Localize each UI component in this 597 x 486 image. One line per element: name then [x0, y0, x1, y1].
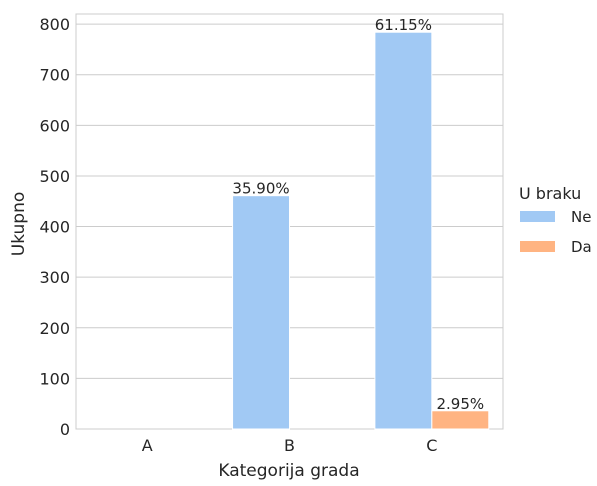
y-tick-label-0: 0	[60, 420, 70, 439]
data-label-ne-C: 61.15%	[375, 16, 432, 34]
bar-ne-B	[232, 195, 290, 430]
y-tick-label-300: 300	[39, 268, 70, 287]
bar-da-C	[431, 410, 490, 430]
legend-title: U braku	[519, 184, 581, 203]
y-tick-label-500: 500	[39, 167, 70, 186]
bar-ne-C	[374, 31, 433, 430]
legend-label-da: Da	[571, 238, 592, 256]
x-axis-label: Kategorija grada	[218, 461, 359, 481]
y-tick-label-700: 700	[39, 66, 70, 85]
y-tick-label-100: 100	[39, 369, 70, 388]
data-label-ne-B: 35.90%	[232, 180, 289, 198]
x-tick-label-B: B	[284, 436, 295, 455]
data-label-da-C: 2.95%	[436, 395, 484, 413]
y-axis-ticks: 0 100 200 300 400 500 600 700 800	[39, 15, 70, 439]
legend-swatch-ne	[520, 211, 555, 222]
y-tick-label-400: 400	[39, 218, 70, 237]
y-tick-label-200: 200	[39, 319, 70, 338]
x-tick-label-A: A	[142, 436, 153, 455]
legend: U braku Ne Da	[519, 184, 592, 256]
x-axis-ticks: A B C	[142, 436, 438, 455]
x-tick-label-C: C	[426, 436, 437, 455]
y-tick-label-800: 800	[39, 15, 70, 34]
y-tick-label-600: 600	[39, 116, 70, 135]
y-axis-label: Ukupno	[9, 192, 29, 257]
legend-label-ne: Ne	[571, 208, 591, 226]
legend-swatch-da	[520, 241, 555, 252]
bars	[232, 31, 490, 430]
data-labels: 35.90% 61.15% 2.95%	[232, 16, 484, 413]
